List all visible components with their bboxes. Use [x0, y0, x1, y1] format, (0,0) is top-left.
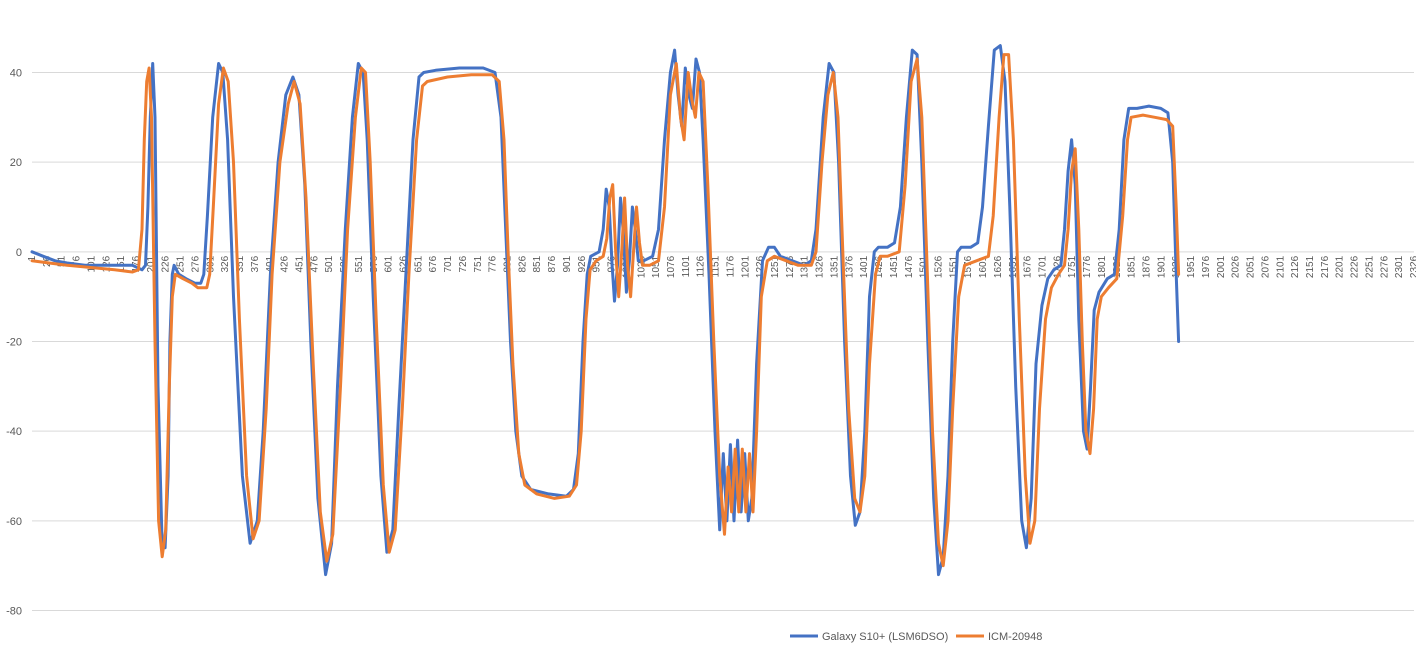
- x-tick-label: 1351: [829, 255, 840, 278]
- x-tick-label: 276: [190, 255, 201, 272]
- x-tick-label: 1151: [711, 255, 722, 277]
- x-tick-label: 726: [458, 255, 469, 272]
- x-tick-label: 1201: [740, 255, 751, 278]
- x-tick-label: 376: [250, 255, 261, 272]
- y-tick-label: -20: [6, 337, 22, 349]
- x-tick-label: 2051: [1246, 255, 1257, 278]
- x-tick-label: 2301: [1394, 255, 1405, 278]
- x-tick-label: 1776: [1082, 255, 1093, 278]
- x-tick-label: 426: [280, 255, 291, 272]
- x-tick-label: 876: [547, 255, 558, 272]
- x-tick-label: 2151: [1305, 255, 1316, 278]
- y-tick-label: 40: [10, 68, 22, 80]
- x-tick-label: 1426: [874, 255, 885, 278]
- x-tick-label: 1276: [785, 255, 796, 278]
- x-tick-label: 2001: [1216, 255, 1227, 278]
- x-tick-label: 1676: [1023, 255, 1034, 278]
- x-tick-label: 701: [443, 255, 454, 272]
- x-tick-label: 2326: [1409, 255, 1416, 278]
- x-tick-label: 1526: [933, 255, 944, 278]
- x-tick-label: 1626: [993, 255, 1004, 278]
- x-tick-label: 451: [294, 255, 305, 272]
- x-tick-label: 1176: [725, 255, 736, 277]
- x-tick-label: 926: [577, 255, 588, 272]
- x-tick-label: 1126: [696, 255, 707, 277]
- x-tick-label: 251: [176, 255, 187, 272]
- y-tick-label: -60: [6, 516, 22, 528]
- x-tick-label: 501: [324, 255, 335, 272]
- x-tick-label: 1951: [1186, 255, 1197, 278]
- series-lines: [30, 44, 1181, 577]
- x-tick-label: 1451: [889, 255, 900, 278]
- x-tick-label: 1976: [1201, 255, 1212, 278]
- x-tick-label: 176: [131, 255, 142, 272]
- x-tick-label: 1601: [978, 255, 989, 278]
- x-tick-label: 326: [220, 255, 231, 272]
- y-axis-ticks: 40 20 0 -20 -40 -60 -80: [6, 68, 22, 618]
- x-tick-label: 2201: [1335, 255, 1346, 278]
- x-tick-label: 751: [473, 255, 484, 272]
- x-tick-label: 1376: [844, 255, 855, 278]
- x-tick-label: 1701: [1037, 255, 1048, 278]
- x-tick-label: 351: [235, 255, 246, 272]
- x-tick-label: 1076: [666, 255, 677, 278]
- x-tick-label: 1326: [815, 255, 826, 278]
- x-tick-label: 26: [42, 255, 53, 267]
- x-tick-label: 951: [592, 255, 603, 272]
- x-tick-label: 2076: [1260, 255, 1271, 278]
- series-line-0: [30, 44, 1181, 577]
- x-tick-label: 826: [517, 255, 528, 272]
- x-tick-label: 226: [161, 255, 172, 272]
- x-tick-label: 551: [354, 255, 365, 272]
- x-tick-label: 2176: [1320, 255, 1331, 278]
- x-tick-label: 2251: [1364, 255, 1375, 278]
- legend-label-galaxy: Galaxy S10+ (LSM6DSO): [822, 631, 948, 643]
- x-tick-label: 2276: [1379, 255, 1390, 278]
- x-tick-label: 1226: [755, 255, 766, 278]
- y-tick-label: -40: [6, 426, 22, 438]
- x-tick-label: 776: [488, 255, 499, 272]
- x-tick-label: 1101: [681, 255, 692, 277]
- x-tick-label: 1876: [1142, 255, 1153, 278]
- x-tick-label: 676: [428, 255, 439, 272]
- x-tick-label: 626: [399, 255, 410, 272]
- x-tick-label: 1: [27, 255, 38, 261]
- x-tick-label: 2126: [1290, 255, 1301, 278]
- x-tick-label: 1851: [1127, 255, 1138, 278]
- legend: Galaxy S10+ (LSM6DSO) ICM-20948: [790, 631, 1042, 643]
- x-tick-label: 651: [413, 255, 424, 272]
- x-tick-label: 1026: [636, 255, 647, 278]
- x-tick-label: 2101: [1275, 255, 1286, 278]
- x-axis-ticks: 1 26 51 76 101 126 151 176 201 226 251 276 301 326 351…: [27, 255, 1416, 278]
- x-tick-label: 476: [309, 255, 320, 272]
- y-tick-label: 0: [16, 247, 22, 259]
- x-tick-label: 1651: [1008, 255, 1019, 278]
- x-tick-label: 1901: [1156, 255, 1167, 278]
- x-tick-label: 1551: [948, 255, 959, 278]
- x-tick-label: 851: [532, 255, 543, 272]
- x-tick-label: 1476: [904, 255, 915, 278]
- x-tick-label: 2226: [1350, 255, 1361, 278]
- legend-label-icm: ICM-20948: [988, 631, 1042, 643]
- x-tick-label: 1251: [770, 255, 781, 278]
- y-tick-label: 20: [10, 157, 22, 169]
- x-tick-label: 2026: [1231, 255, 1242, 278]
- x-tick-label: 1801: [1097, 255, 1108, 278]
- x-tick-label: 1751: [1067, 255, 1078, 278]
- x-tick-label: 76: [72, 255, 83, 267]
- x-tick-label: 1051: [651, 255, 662, 278]
- series-line-1: [30, 53, 1181, 568]
- x-tick-label: 201: [146, 255, 157, 272]
- y-tick-label: -80: [6, 606, 22, 618]
- x-tick-label: 601: [384, 255, 395, 272]
- x-tick-label: 1401: [859, 255, 870, 278]
- x-tick-label: 901: [562, 255, 573, 272]
- x-tick-label: 1576: [963, 255, 974, 278]
